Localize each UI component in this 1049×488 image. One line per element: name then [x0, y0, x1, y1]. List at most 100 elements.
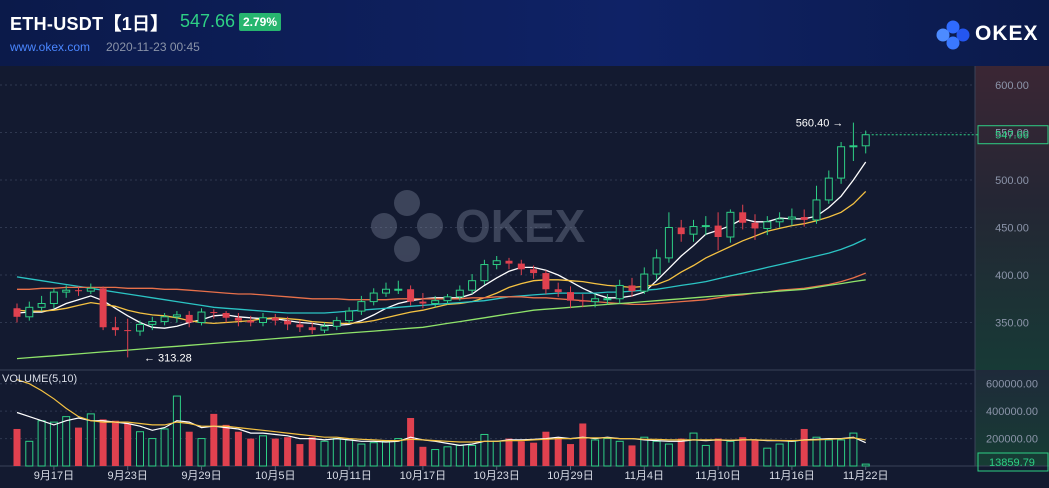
volume-bar [603, 438, 612, 467]
candle-body [554, 289, 562, 293]
candle [640, 267, 649, 294]
candle-body [701, 225, 710, 228]
volume-bar [431, 449, 440, 467]
candle-body [394, 288, 403, 291]
volume-bar [554, 437, 562, 466]
candle [308, 322, 316, 334]
volume-bar [714, 438, 722, 466]
volume-bar [505, 438, 513, 466]
candle [480, 259, 489, 285]
volume-bar [419, 446, 427, 466]
candle-body [677, 227, 685, 235]
volume-bar [628, 445, 636, 466]
candle [62, 285, 71, 298]
volume-bar [382, 440, 390, 467]
ma-line [16, 161, 867, 329]
candle [419, 293, 427, 309]
volume-bar [455, 444, 464, 467]
volume-bar [185, 431, 193, 466]
candle-body [591, 298, 600, 303]
candle [861, 130, 870, 154]
volume-bar [407, 418, 415, 466]
last-price: 547.66 [180, 11, 236, 31]
candle-body [812, 199, 821, 221]
volume-bar [615, 440, 624, 467]
candle-body [357, 301, 366, 312]
volume-bar [579, 423, 587, 466]
site-link[interactable]: www.okex.com [10, 40, 91, 54]
candle [271, 313, 279, 326]
candle-body [111, 327, 119, 331]
current-price-box [977, 125, 1049, 145]
candle-body [75, 290, 82, 292]
candle [579, 294, 587, 308]
volume-ma-line [16, 379, 866, 443]
candle-body [382, 288, 390, 294]
candle [652, 249, 661, 280]
candle-body [407, 289, 415, 302]
volume-bar [111, 420, 119, 466]
candle-body [37, 303, 46, 308]
price-tick-label: 600.00 [995, 80, 1029, 92]
volume-bar [861, 463, 870, 467]
current-volume-box [977, 452, 1049, 472]
candlestick-chart[interactable]: OKEX 560.40 → ← 313.28 600.00 550.00 500.00… [0, 66, 1049, 488]
candle-body [455, 289, 464, 298]
candle [234, 313, 242, 327]
volume-bar [247, 438, 255, 466]
candle-body [837, 146, 846, 179]
date-tick-label: 9月23日 [108, 470, 148, 482]
volume-bar [530, 442, 538, 466]
volume-bar [591, 439, 600, 467]
candle-body [172, 314, 181, 318]
price-tick-label: 450.00 [995, 223, 1029, 235]
candle-body [247, 320, 255, 323]
candle [664, 212, 673, 263]
candle [455, 285, 464, 301]
candle-body [284, 320, 292, 325]
date-tick-label: 10月5日 [255, 470, 295, 482]
date-tick-label: 10月11日 [326, 470, 372, 482]
candle-body [332, 320, 341, 327]
candle [37, 295, 46, 312]
candle-body [345, 310, 354, 322]
volume-bar [13, 428, 21, 466]
candle-body [567, 292, 574, 301]
candle-body [185, 314, 193, 323]
volume-bar [837, 439, 846, 467]
watermark-text: OKEX [455, 200, 586, 252]
candle-body [787, 216, 796, 220]
snapshot-datetime: 2020-11-23 00:45 [106, 40, 200, 54]
candle-body [849, 145, 858, 148]
pair-title: ETH-USDT【1日】 [10, 14, 169, 34]
volume-bar [664, 443, 673, 467]
candle-body [271, 317, 279, 321]
candle [75, 286, 82, 296]
candle [247, 315, 255, 327]
candle [332, 316, 341, 331]
date-tick-label: 9月17日 [34, 470, 74, 482]
price-axis: 600.00 550.00 500.00 450.00 400.00 350.00 547.… [871, 80, 1049, 330]
volume-bar [345, 439, 354, 467]
candle [25, 301, 34, 321]
volume-bar [443, 446, 452, 467]
candle [517, 259, 525, 275]
candle-body [492, 260, 501, 266]
candle-body [640, 273, 649, 292]
volume-bar [480, 433, 489, 467]
date-tick-label: 9月29日 [181, 470, 221, 482]
price-tick-label: 400.00 [995, 270, 1029, 282]
candle [751, 214, 759, 240]
ma-line [16, 190, 867, 325]
candle [530, 265, 538, 279]
volume-bars[interactable] [13, 395, 870, 467]
candle [591, 294, 600, 308]
grid-lines [0, 84, 975, 440]
volume-bar [542, 431, 550, 466]
candles[interactable] [13, 122, 870, 358]
volume-bar [787, 440, 796, 467]
candle [49, 288, 58, 309]
volume-bar [320, 440, 329, 467]
low-annotation: ← 313.28 [144, 352, 192, 364]
